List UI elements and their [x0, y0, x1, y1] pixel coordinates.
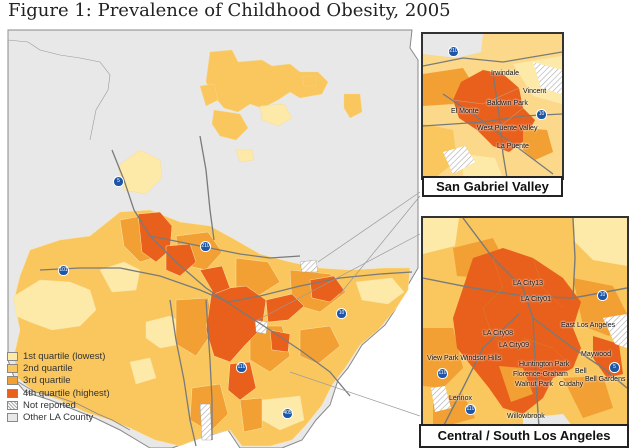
- county-north-bump: [7, 30, 111, 141]
- legend-swatch: [7, 388, 18, 398]
- legend-swatch: [7, 363, 18, 373]
- san-gabriel-label: San Gabriel Valley: [422, 176, 563, 197]
- san-gabriel-inset-map: 210 10 Irwindale Vincent Baldwin Park El…: [421, 32, 564, 180]
- place-label: LA City01: [521, 296, 551, 303]
- legend-item-q1: 1st quartile (lowest): [7, 350, 110, 362]
- legend-label: Other LA County: [23, 412, 94, 424]
- highway-shield-icon: 210: [200, 241, 211, 252]
- place-label: Irwindale: [491, 70, 520, 77]
- place-label: El Monte: [451, 108, 479, 115]
- legend: 1st quartile (lowest) 2nd quartile 3rd q…: [7, 350, 110, 424]
- highway-shield-icon: 10: [336, 308, 347, 319]
- place-label: View Park Windsor Hills: [427, 355, 502, 362]
- place-label: Vincent: [523, 88, 547, 95]
- place-label: La Puente: [497, 143, 529, 150]
- place-label: Florence-Graham: [513, 371, 568, 378]
- legend-label: Not reported: [23, 399, 76, 411]
- highway-shield-icon: 210: [448, 46, 459, 57]
- legend-item-q3: 3rd quartile: [7, 375, 110, 387]
- quartile-q2-north: [199, 49, 363, 141]
- place-label: LA City13: [513, 280, 543, 287]
- legend-swatch-hatched: [7, 400, 18, 410]
- highway-shield-icon: 110: [236, 362, 247, 373]
- central-south-inset-map: 10 110 5 110 LA City13 LA City01 East Lo…: [421, 216, 629, 429]
- legend-item-not-reported: Not reported: [7, 399, 110, 411]
- legend-swatch: [7, 376, 18, 386]
- legend-label: 1st quartile (lowest): [23, 350, 106, 362]
- legend-swatch: [7, 413, 18, 423]
- place-label: Willowbrook: [507, 413, 545, 420]
- highway-shield-icon: 10: [597, 290, 608, 301]
- place-label: LA City09: [499, 342, 529, 349]
- legend-label: 3rd quartile: [23, 375, 71, 387]
- highway-shield-icon: 10: [536, 109, 547, 120]
- figure-title: Figure 1: Prevalence of Childhood Obesit…: [8, 0, 451, 21]
- place-label: Walnut Park: [515, 381, 553, 388]
- place-label: Bell Gardens: [585, 376, 626, 383]
- central-south-label: Central / South Los Angeles: [419, 424, 629, 448]
- legend-swatch: [7, 351, 18, 361]
- place-label: Baldwin Park: [487, 100, 528, 107]
- place-label: West Puente Valley: [477, 125, 538, 132]
- place-label: Lennox: [449, 395, 472, 402]
- highway-shield-icon: 110: [465, 404, 476, 415]
- highway-shield-icon: 5: [113, 176, 124, 187]
- legend-item-q2: 2nd quartile: [7, 362, 110, 374]
- highway-shield-icon: 405: [282, 408, 293, 419]
- place-label: Cudahy: [559, 381, 584, 388]
- highway-shield-icon: 101: [58, 265, 69, 276]
- highway-shield-icon: 110: [437, 368, 448, 379]
- legend-item-q4: 4th quartile (highest): [7, 387, 110, 399]
- highway-shield-icon: 5: [609, 362, 620, 373]
- place-label: Huntington Park: [519, 361, 570, 368]
- legend-label: 2nd quartile: [23, 362, 73, 374]
- place-label: LA City08: [483, 330, 513, 337]
- legend-item-other: Other LA County: [7, 411, 110, 423]
- place-label: Maywood: [581, 351, 611, 358]
- place-label: East Los Angeles: [561, 322, 616, 329]
- coastline: [14, 379, 131, 431]
- place-label: Bell: [575, 368, 587, 375]
- legend-label: 4th quartile (highest): [23, 387, 110, 399]
- quartile-q1-north: [117, 103, 293, 195]
